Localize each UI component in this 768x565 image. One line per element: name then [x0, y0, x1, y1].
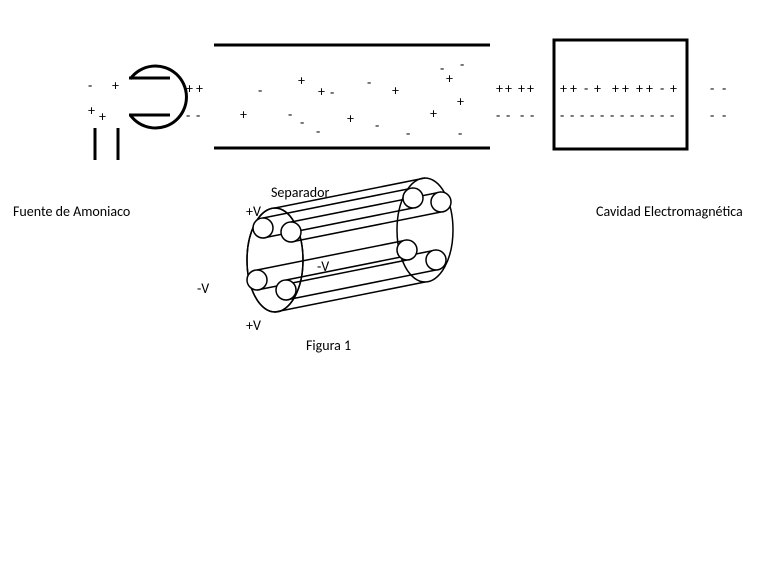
- label-separator: Separador: [271, 184, 329, 201]
- plus-icon: +: [570, 82, 577, 96]
- minus-icon: -: [570, 109, 574, 123]
- minus-icon: -: [710, 109, 714, 123]
- plus-icon: +: [196, 82, 203, 96]
- minus-icon: -: [722, 82, 726, 96]
- plus-icon: +: [446, 72, 453, 86]
- minus-icon: -: [610, 109, 614, 123]
- minus-icon: -: [590, 109, 594, 123]
- label-voltage-left: -V: [197, 280, 209, 297]
- minus-icon: -: [506, 109, 510, 123]
- plus-icon: +: [88, 104, 95, 118]
- plus-icon: +: [646, 82, 653, 96]
- minus-icon: -: [530, 109, 534, 123]
- minus-icon: -: [660, 109, 664, 123]
- plus-icon: +: [318, 85, 325, 99]
- plus-icon: +: [347, 112, 354, 126]
- minus-icon: -: [300, 116, 304, 130]
- minus-icon: -: [580, 109, 584, 123]
- label-figure: Figura 1: [306, 337, 351, 354]
- plus-icon: +: [527, 82, 534, 96]
- plus-icon: +: [594, 82, 601, 96]
- minus-icon: -: [670, 109, 674, 123]
- plus-icon: +: [240, 108, 247, 122]
- minus-icon: -: [620, 109, 624, 123]
- plus-icon: +: [298, 74, 305, 88]
- minus-icon: -: [640, 109, 644, 123]
- minus-icon: -: [367, 76, 371, 90]
- minus-icon: -: [722, 109, 726, 123]
- minus-icon: -: [330, 86, 334, 100]
- minus-icon: -: [710, 82, 714, 96]
- minus-icon: -: [186, 109, 190, 123]
- label-voltage-bot: +V: [246, 317, 261, 334]
- plus-icon: +: [505, 82, 512, 96]
- minus-icon: -: [88, 79, 92, 93]
- minus-icon: -: [584, 82, 588, 96]
- plus-icon: +: [622, 82, 629, 96]
- plus-icon: +: [430, 107, 437, 121]
- plus-icon: +: [392, 84, 399, 98]
- minus-icon: -: [375, 119, 379, 133]
- minus-icon: -: [660, 82, 664, 96]
- minus-icon: -: [460, 58, 464, 72]
- minus-icon: -: [560, 109, 564, 123]
- plus-icon: +: [99, 110, 106, 124]
- minus-icon: -: [458, 127, 462, 141]
- plus-icon: +: [496, 82, 503, 96]
- minus-icon: -: [196, 109, 200, 123]
- plus-icon: +: [670, 82, 677, 96]
- plus-icon: +: [518, 82, 525, 96]
- plus-icon: +: [186, 82, 193, 96]
- label-voltage-mid: -V: [317, 258, 329, 275]
- minus-icon: -: [520, 109, 524, 123]
- minus-icon: -: [496, 109, 500, 123]
- plus-icon: +: [612, 82, 619, 96]
- minus-icon: -: [650, 109, 654, 123]
- label-cavity: Cavidad Electromagnética: [596, 203, 743, 220]
- minus-icon: -: [440, 62, 444, 76]
- minus-icon: -: [600, 109, 604, 123]
- minus-icon: -: [258, 84, 262, 98]
- minus-icon: -: [630, 109, 634, 123]
- plus-icon: +: [560, 82, 567, 96]
- minus-icon: -: [288, 108, 292, 122]
- label-source: Fuente de Amoniaco: [13, 203, 130, 220]
- plus-icon: +: [636, 82, 643, 96]
- minus-icon: -: [316, 125, 320, 139]
- label-voltage-top: +V: [246, 203, 261, 220]
- minus-icon: -: [406, 127, 410, 141]
- plus-icon: +: [112, 79, 119, 93]
- plus-icon: +: [457, 95, 464, 109]
